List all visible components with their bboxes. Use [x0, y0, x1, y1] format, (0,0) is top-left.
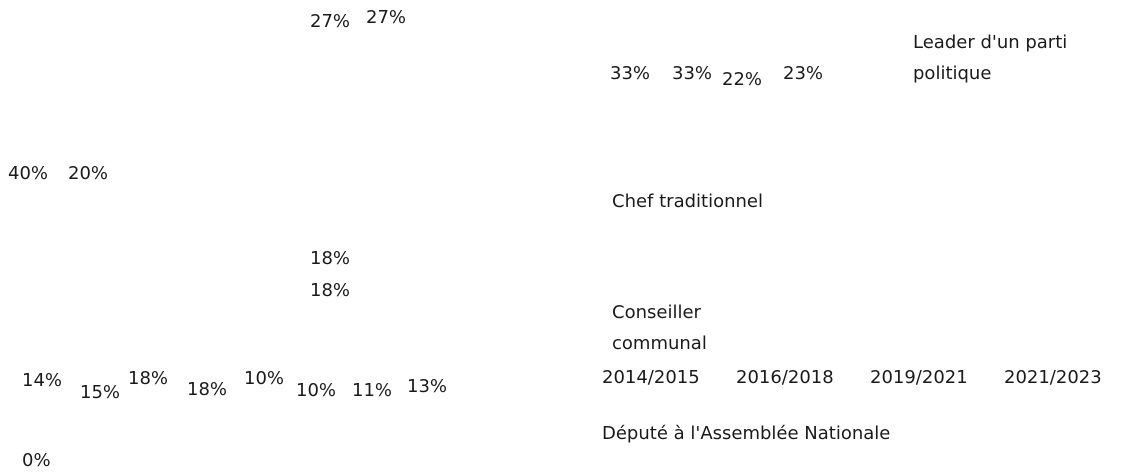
value-label: 22%	[722, 69, 763, 90]
value-label: 18%	[128, 368, 169, 389]
category-label: 2016/2018	[736, 367, 834, 388]
value-label: 18%	[310, 248, 351, 269]
value-label: 18%	[310, 280, 351, 301]
legend-entry: Leader d'un parti politique	[913, 32, 1068, 84]
value-label: 18%	[187, 379, 228, 400]
legend-entry: Chef traditionnel	[612, 191, 763, 212]
value-label: 14%	[22, 370, 63, 391]
value-label: 10%	[296, 380, 337, 401]
value-label: 0%	[22, 450, 51, 471]
category-label: 2021/2023	[1004, 367, 1102, 388]
value-label: 33%	[610, 63, 651, 84]
category-label: 2019/2021	[870, 367, 968, 388]
value-label: 11%	[352, 380, 393, 401]
category-label: 2014/2015	[602, 367, 700, 388]
value-label: 27%	[366, 7, 407, 28]
value-label: 33%	[672, 63, 713, 84]
value-label: 23%	[783, 63, 824, 84]
value-label: 40%	[8, 163, 49, 184]
value-label: 10%	[244, 368, 285, 389]
legend-entry: Député à l'Assemblée Nationale	[602, 423, 891, 444]
value-label: 27%	[310, 11, 351, 32]
value-label: 20%	[68, 163, 109, 184]
value-label: 13%	[407, 376, 448, 397]
legend-entry: Conseiller communal	[612, 302, 707, 354]
value-label: 15%	[80, 382, 121, 403]
